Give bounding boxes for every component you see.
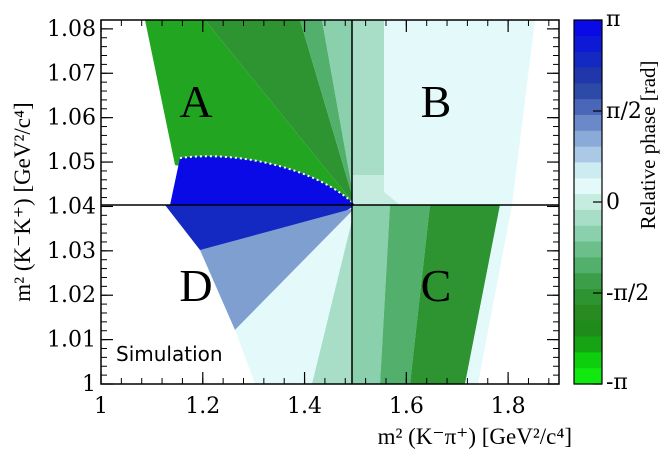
region-b-lightband (352, 175, 400, 205)
region-c-darkgreen (410, 205, 500, 384)
x-tick-label: 1 (94, 394, 108, 419)
y-tick-label: 1.05 (47, 150, 96, 175)
x-tick-label: 1.8 (491, 394, 526, 419)
x-tick-label: 1.4 (287, 394, 322, 419)
colorbar-swatch (574, 51, 602, 69)
colorbar-swatch (574, 289, 602, 306)
colorbar-swatch (574, 99, 602, 116)
colorbar-swatch (574, 273, 602, 290)
colorbar-swatch (574, 114, 602, 132)
y-tick-label: 1.02 (47, 283, 96, 308)
region-b-pale (384, 20, 535, 205)
y-tick-label: 1 (82, 372, 96, 397)
region-d-pale (235, 208, 355, 384)
region-d-light (312, 208, 355, 384)
x-tick-label: 1.2 (185, 394, 220, 419)
region-a-midgreen (300, 20, 355, 205)
colorbar-swatch (574, 225, 602, 243)
y-tick-label: 1.03 (47, 239, 96, 264)
region-c-midgreen (380, 205, 430, 384)
colorbar-swatch (574, 194, 602, 211)
x-tick-label: 1.6 (389, 394, 424, 419)
colorbar-swatch (574, 352, 602, 369)
simulation-label: Simulation (116, 342, 223, 366)
blue-ellipse-bottom (165, 205, 355, 250)
colorbar (574, 20, 602, 385)
region-c-lightgreen (352, 205, 390, 384)
colorbar-swatch (574, 35, 602, 53)
colorbar-tick-label: π/2 (606, 99, 642, 124)
colorbar-swatch (574, 304, 602, 322)
colorbar-tick-label: -π/2 (606, 281, 649, 306)
colorbar-swatch (574, 368, 602, 385)
y-tick-label: 1.08 (47, 17, 96, 42)
blue-ellipse-top (170, 156, 355, 205)
y-tick-label: 1.07 (47, 61, 96, 86)
region-a-lightgreen (322, 20, 355, 205)
colorbar-swatch (574, 241, 602, 258)
colorbar-swatch (574, 320, 602, 338)
colorbar-title: Relative phase [rad] (636, 60, 660, 229)
colorbar-swatch (574, 146, 602, 164)
colorbar-swatch (574, 162, 602, 179)
colorbar-swatch (574, 130, 602, 148)
colorbar-tick-label: 0 (606, 190, 620, 215)
phase-regions (145, 20, 535, 384)
colorbar-swatch (574, 67, 602, 84)
colorbar-swatch (574, 20, 602, 37)
region-d-steel (200, 208, 355, 330)
colorbar-tick-label: π (606, 7, 620, 32)
colorbar-ticks: π π/2 0 -π/2 -π (593, 7, 649, 395)
x-axis-ticks: 1 1.2 1.4 1.6 1.8 (94, 20, 550, 419)
colorbar-swatch (574, 209, 602, 227)
y-axis-ticks: 1 1.01 1.02 1.03 1.04 1.05 1.06 1.07 1.08 (47, 17, 559, 397)
colorbar-swatch (574, 257, 602, 274)
region-label-b: B (421, 76, 452, 127)
y-tick-label: 1.04 (47, 194, 96, 219)
colorbar-swatch (574, 178, 602, 195)
region-c-pale (465, 205, 512, 384)
region-label-a: A (179, 76, 212, 127)
y-axis-title: m² (K⁻K⁺) [GeV²/c⁴] (10, 102, 35, 301)
plot-frame (100, 19, 560, 385)
x-axis-title: m² (K⁻π⁺) [GeV²/c⁴] (378, 424, 572, 449)
y-tick-label: 1.01 (47, 328, 96, 353)
region-label-c: C (421, 260, 452, 311)
y-tick-label: 1.06 (47, 106, 96, 131)
colorbar-swatch (574, 83, 602, 100)
region-a-darkgreen (205, 20, 355, 205)
colorbar-tick-label: -π (606, 370, 628, 395)
region-label-d: D (179, 260, 212, 311)
region-b-lightgreen (352, 20, 400, 205)
colorbar-swatch (574, 336, 602, 353)
